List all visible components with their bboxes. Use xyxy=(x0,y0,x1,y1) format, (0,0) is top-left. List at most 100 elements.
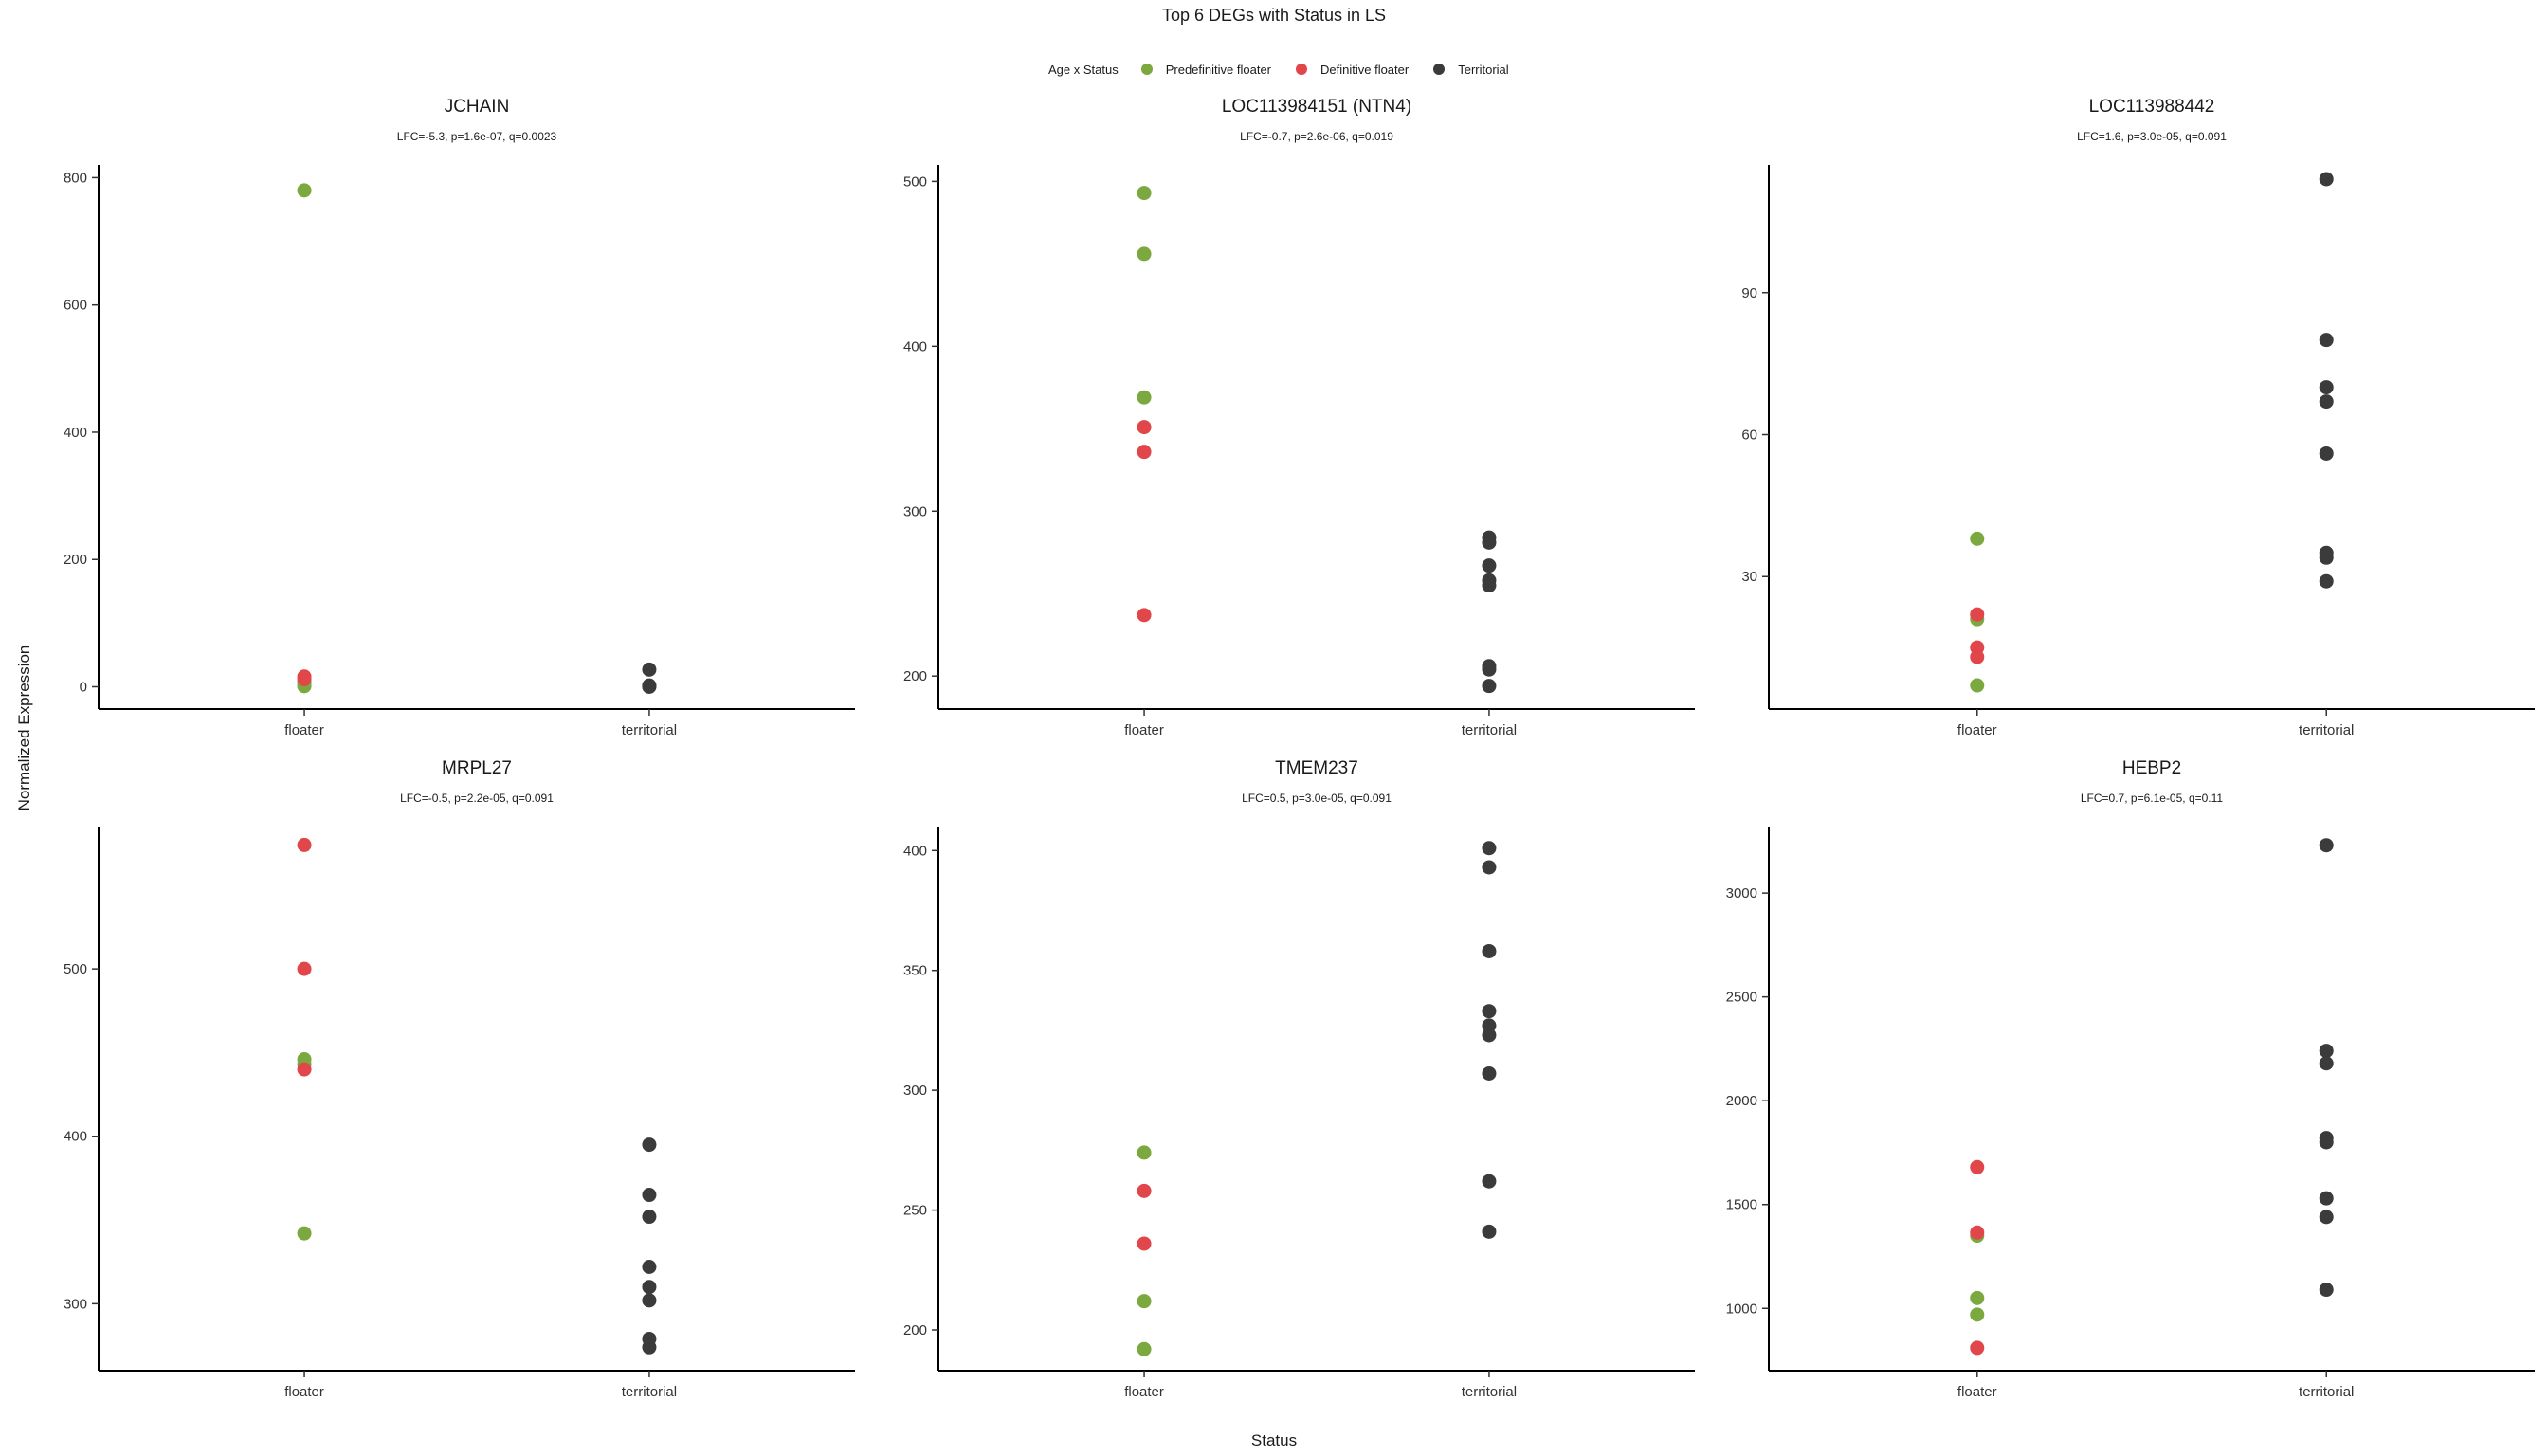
data-point xyxy=(1482,679,1497,694)
x-tick-label: floater xyxy=(1957,1384,1997,1400)
x-tick-label: territorial xyxy=(2299,722,2354,738)
data-point xyxy=(297,837,312,852)
data-point xyxy=(2319,380,2334,395)
y-tick-label: 200 xyxy=(64,552,87,568)
legend-swatch xyxy=(1433,64,1446,75)
y-tick-label: 500 xyxy=(903,173,927,190)
y-tick-label: 2500 xyxy=(1726,990,1757,1006)
data-point xyxy=(2319,394,2334,410)
y-tick-label: 200 xyxy=(903,668,927,684)
data-point xyxy=(642,1259,657,1274)
data-point xyxy=(297,1226,312,1241)
y-tick-label: 400 xyxy=(903,843,927,859)
data-point xyxy=(1482,860,1497,875)
y-tick-label: 400 xyxy=(64,425,87,441)
data-point xyxy=(1137,1294,1152,1309)
data-point xyxy=(2319,1044,2334,1059)
data-point xyxy=(1970,1225,1985,1240)
y-tick-label: 1000 xyxy=(1726,1301,1757,1317)
x-axis-title: Status xyxy=(1250,1431,1298,1449)
legend-swatch xyxy=(1296,64,1307,75)
data-point xyxy=(1970,1159,1985,1174)
data-point xyxy=(1137,608,1152,623)
data-point xyxy=(2319,1135,2334,1150)
x-tick-label: territorial xyxy=(622,722,677,738)
panel-subtitle: LFC=-0.5, p=2.2e-05, q=0.091 xyxy=(400,792,554,805)
legend-item-predefinitive: Predefinitive floater xyxy=(1140,63,1271,77)
data-point xyxy=(2319,446,2334,461)
data-point xyxy=(1970,607,1985,622)
panel-subtitle: LFC=0.5, p=3.0e-05, q=0.091 xyxy=(1242,792,1392,805)
data-point xyxy=(1137,445,1152,460)
panel-title: HEBP2 xyxy=(2122,758,2181,778)
data-point xyxy=(642,662,657,677)
panel-subtitle: LFC=0.7, p=6.1e-05, q=0.11 xyxy=(2081,792,2224,805)
y-tick-label: 30 xyxy=(1741,569,1757,585)
data-point xyxy=(2319,838,2334,853)
x-tick-label: floater xyxy=(284,1384,324,1400)
facet-panel: LOC113988442 LFC=1.6, p=3.0e-05, q=0.091 3… xyxy=(1741,97,2535,738)
y-tick-label: 800 xyxy=(64,170,87,186)
data-point xyxy=(642,680,657,695)
y-tick-label: 400 xyxy=(64,1129,87,1145)
data-point xyxy=(297,1062,312,1077)
x-tick-label: floater xyxy=(1124,722,1164,738)
data-point xyxy=(1482,841,1497,856)
data-point xyxy=(2319,333,2334,348)
x-tick-label: territorial xyxy=(2299,1384,2354,1400)
x-tick-label: territorial xyxy=(1462,1384,1517,1400)
chart-title: Top 6 DEGs with Status in LS xyxy=(1161,6,1387,25)
y-tick-label: 300 xyxy=(903,1083,927,1099)
x-tick-label: floater xyxy=(1957,722,1997,738)
facet-panel: HEBP2 LFC=0.7, p=6.1e-05, q=0.11 1000 1500 2… xyxy=(1726,758,2535,1400)
data-point xyxy=(642,1138,657,1153)
panel-subtitle: LFC=1.6, p=3.0e-05, q=0.091 xyxy=(2077,130,2227,143)
legend-label: Definitive floater xyxy=(1320,62,1410,77)
facet-panel: MRPL27 LFC=-0.5, p=2.2e-05, q=0.091 300 400… xyxy=(64,758,855,1400)
legend: Age x Status Predefinitive floater Defin… xyxy=(1048,59,1534,80)
y-tick-label: 250 xyxy=(903,1203,927,1219)
data-point xyxy=(2319,1056,2334,1071)
data-point xyxy=(2319,1191,2334,1206)
y-tick-label: 0 xyxy=(80,680,87,696)
data-point xyxy=(1482,943,1497,958)
data-point xyxy=(2319,172,2334,187)
y-tick-label: 300 xyxy=(64,1296,87,1312)
facet-panel: LOC113984151 (NTN4) LFC=-0.7, p=2.6e-06, … xyxy=(903,97,1695,738)
x-tick-label: floater xyxy=(1124,1384,1164,1400)
data-point xyxy=(642,1339,657,1355)
y-tick-label: 300 xyxy=(903,503,927,519)
panel-title: LOC113988442 xyxy=(2089,97,2215,117)
data-point xyxy=(1137,186,1152,201)
data-point xyxy=(2319,573,2334,589)
data-point xyxy=(1482,578,1497,593)
data-point xyxy=(297,961,312,976)
data-point xyxy=(1137,1341,1152,1356)
panel-subtitle: LFC=-0.7, p=2.6e-06, q=0.019 xyxy=(1240,130,1393,143)
y-tick-label: 600 xyxy=(64,298,87,314)
data-point xyxy=(1970,649,1985,664)
panel-subtitle: LFC=-5.3, p=1.6e-07, q=0.0023 xyxy=(397,130,557,143)
data-point xyxy=(1137,1236,1152,1251)
legend-label: Territorial xyxy=(1458,62,1509,77)
data-point xyxy=(1137,1183,1152,1198)
data-point xyxy=(1482,1174,1497,1189)
data-point xyxy=(1482,1004,1497,1019)
y-tick-label: 60 xyxy=(1741,428,1757,444)
data-point xyxy=(1970,1290,1985,1305)
x-tick-label: territorial xyxy=(1462,722,1517,738)
legend-title: Age x Status xyxy=(1048,62,1119,77)
panel-title: LOC113984151 (NTN4) xyxy=(1222,97,1411,117)
y-tick-label: 3000 xyxy=(1726,885,1757,901)
data-point xyxy=(1482,662,1497,677)
data-point xyxy=(1482,558,1497,573)
data-point xyxy=(642,1188,657,1203)
legend-item-territorial: Territorial xyxy=(1433,62,1509,77)
x-tick-label: territorial xyxy=(622,1384,677,1400)
data-point xyxy=(1482,1028,1497,1043)
data-point xyxy=(1970,1307,1985,1322)
panel-title: MRPL27 xyxy=(442,758,512,778)
data-point xyxy=(1482,1224,1497,1239)
y-tick-label: 1500 xyxy=(1726,1197,1757,1213)
data-point xyxy=(1482,1065,1497,1081)
